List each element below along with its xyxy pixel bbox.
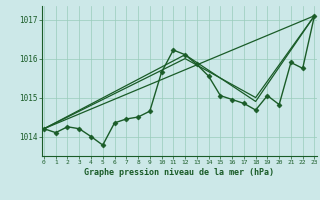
- X-axis label: Graphe pression niveau de la mer (hPa): Graphe pression niveau de la mer (hPa): [84, 168, 274, 177]
